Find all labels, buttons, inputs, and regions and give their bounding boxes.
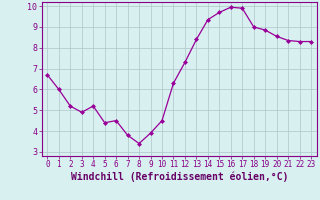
X-axis label: Windchill (Refroidissement éolien,°C): Windchill (Refroidissement éolien,°C) bbox=[70, 172, 288, 182]
